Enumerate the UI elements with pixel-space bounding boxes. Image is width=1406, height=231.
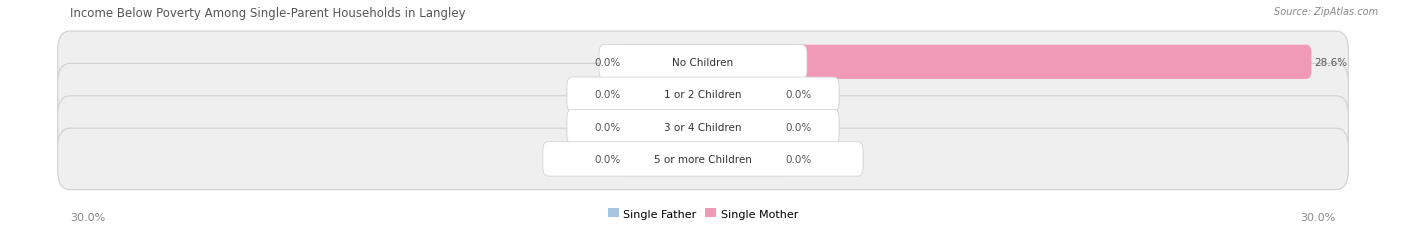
FancyBboxPatch shape bbox=[567, 110, 839, 144]
FancyBboxPatch shape bbox=[599, 46, 807, 80]
Text: 30.0%: 30.0% bbox=[1301, 212, 1336, 222]
Legend: Single Father, Single Mother: Single Father, Single Mother bbox=[603, 204, 803, 223]
Text: 0.0%: 0.0% bbox=[785, 90, 811, 100]
Text: 0.0%: 0.0% bbox=[785, 154, 811, 164]
FancyBboxPatch shape bbox=[697, 142, 782, 176]
Text: Income Below Poverty Among Single-Parent Households in Langley: Income Below Poverty Among Single-Parent… bbox=[70, 7, 465, 20]
Text: 1 or 2 Children: 1 or 2 Children bbox=[664, 90, 742, 100]
Text: 30.0%: 30.0% bbox=[70, 212, 105, 222]
Text: 5 or more Children: 5 or more Children bbox=[654, 154, 752, 164]
Text: 0.0%: 0.0% bbox=[595, 154, 621, 164]
Text: 0.0%: 0.0% bbox=[595, 90, 621, 100]
FancyBboxPatch shape bbox=[624, 46, 709, 80]
Text: Source: ZipAtlas.com: Source: ZipAtlas.com bbox=[1274, 7, 1378, 17]
Text: 0.0%: 0.0% bbox=[785, 122, 811, 132]
FancyBboxPatch shape bbox=[697, 46, 1312, 80]
Text: 0.0%: 0.0% bbox=[595, 58, 621, 67]
Text: 0.0%: 0.0% bbox=[595, 122, 621, 132]
FancyBboxPatch shape bbox=[58, 96, 1348, 158]
FancyBboxPatch shape bbox=[58, 64, 1348, 125]
FancyBboxPatch shape bbox=[543, 142, 863, 176]
FancyBboxPatch shape bbox=[697, 78, 782, 112]
Text: 3 or 4 Children: 3 or 4 Children bbox=[664, 122, 742, 132]
FancyBboxPatch shape bbox=[58, 32, 1348, 93]
FancyBboxPatch shape bbox=[697, 110, 782, 144]
FancyBboxPatch shape bbox=[567, 78, 839, 112]
Text: No Children: No Children bbox=[672, 58, 734, 67]
FancyBboxPatch shape bbox=[624, 110, 709, 144]
FancyBboxPatch shape bbox=[624, 142, 709, 176]
Text: 28.6%: 28.6% bbox=[1315, 58, 1348, 67]
FancyBboxPatch shape bbox=[624, 78, 709, 112]
FancyBboxPatch shape bbox=[58, 129, 1348, 190]
